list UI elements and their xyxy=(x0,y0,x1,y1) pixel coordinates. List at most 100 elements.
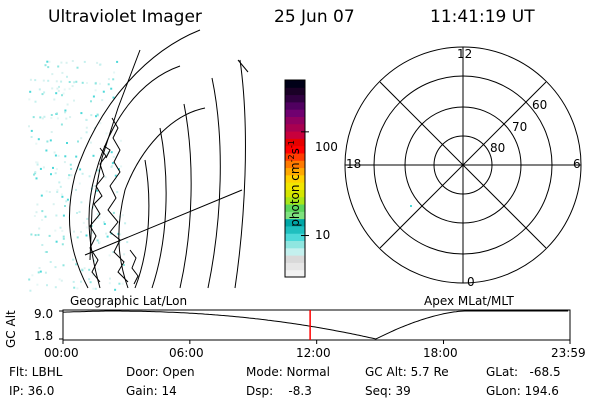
imager-pixel xyxy=(82,221,85,224)
colorbar-band xyxy=(285,262,305,271)
imager-pixel xyxy=(107,78,110,81)
colorbar-band xyxy=(285,138,305,147)
imager-pixel xyxy=(64,111,67,114)
mlat-label-80: 80 xyxy=(490,141,506,155)
imager-pixel xyxy=(79,168,82,171)
imager-pixel xyxy=(34,172,37,175)
colorbar-band xyxy=(285,247,305,256)
imager-pixel xyxy=(39,116,42,119)
altitude-curve xyxy=(63,310,569,340)
time-tick-1800: 18:00 xyxy=(423,346,458,360)
imager-pixel xyxy=(42,79,45,82)
imager-pixel xyxy=(56,189,59,192)
colorbar-band xyxy=(285,269,305,278)
imager-pixel xyxy=(44,271,47,274)
imager-pixel xyxy=(126,241,129,244)
ip-info: IP: 36.0 xyxy=(9,384,55,398)
imager-pixel xyxy=(62,264,65,267)
apex-caption: Apex MLat/MLT xyxy=(424,294,514,308)
imager-pixel xyxy=(41,210,44,213)
imager-pixel xyxy=(96,113,99,116)
imager-pixel xyxy=(36,283,39,286)
colorbar-band xyxy=(285,204,305,212)
imager-pixel xyxy=(48,191,51,193)
imager-pixel xyxy=(38,267,41,269)
imager-pixel xyxy=(65,61,68,64)
imager-pixel xyxy=(81,172,84,175)
imager-pixel xyxy=(106,235,109,238)
imager-pixel xyxy=(50,173,52,176)
colorbar-band xyxy=(285,218,305,227)
observation-date: 25 Jun 07 xyxy=(274,7,355,27)
imager-pixel xyxy=(97,169,100,172)
imager-pixel xyxy=(42,166,45,169)
imager-pixel xyxy=(36,203,39,206)
imager-pixel xyxy=(80,280,82,283)
imager-pixel xyxy=(60,279,63,282)
door-info: Door: Open xyxy=(126,365,195,379)
imager-pixel xyxy=(80,112,83,115)
imager-pixel xyxy=(118,282,121,285)
imager-pixel xyxy=(85,126,88,129)
imager-pixel xyxy=(76,287,79,290)
imager-pixel xyxy=(30,233,33,236)
imager-pixel xyxy=(34,79,37,82)
imager-pixel xyxy=(58,85,60,88)
imager-pixel xyxy=(57,89,60,92)
imager-pixel xyxy=(29,90,32,93)
imager-pixel xyxy=(58,181,61,184)
imager-pixel xyxy=(80,201,83,204)
imager-pixel xyxy=(62,214,65,217)
imager-pixel xyxy=(85,226,88,229)
imager-pixel xyxy=(68,87,71,90)
imager-pixel xyxy=(54,172,57,175)
imager-pixel xyxy=(108,282,111,285)
imager-pixel xyxy=(59,226,62,229)
imager-pixel xyxy=(92,154,95,157)
instrument-title: Ultraviolet Imager xyxy=(48,7,202,27)
geographic-grid xyxy=(68,29,249,289)
imager-pixel xyxy=(65,117,68,120)
imager-pixel xyxy=(55,214,58,217)
imager-pixel xyxy=(61,94,63,97)
imager-pixel xyxy=(110,151,113,154)
mlat-label-60: 60 xyxy=(532,98,548,112)
imager-pixel xyxy=(37,138,40,141)
colorbar-band xyxy=(285,225,305,234)
time-tick-1200: 12:00 xyxy=(296,346,331,360)
imager-pixel xyxy=(90,100,92,103)
imager-pixel xyxy=(108,254,111,257)
imager-pixel xyxy=(41,244,44,246)
colorbar-band xyxy=(285,167,305,176)
imager-pixel xyxy=(93,185,96,187)
imager-pixel xyxy=(47,79,50,82)
imager-pixel xyxy=(40,194,43,197)
imager-pixel xyxy=(59,185,62,188)
imager-pixel xyxy=(62,235,65,238)
imager-pixel xyxy=(86,82,88,84)
imager-pixel xyxy=(83,60,86,63)
imager-pixel xyxy=(53,151,56,154)
mlt-label-6: 6 xyxy=(573,157,581,171)
imager-pixel xyxy=(121,282,124,285)
imager-pixel xyxy=(63,88,66,91)
imager-pixel xyxy=(45,149,48,152)
imager-pixel xyxy=(30,136,33,138)
imager-pixel xyxy=(57,65,60,68)
altitude-ticks xyxy=(59,310,571,344)
imager-pixel xyxy=(77,140,79,143)
imager-pixel xyxy=(112,155,115,158)
imager-pixel xyxy=(55,240,58,243)
imager-pixel xyxy=(112,78,115,81)
imager-pixel xyxy=(66,103,69,106)
imager-pixel xyxy=(90,114,93,117)
imager-pixel xyxy=(54,266,57,269)
imager-pixel xyxy=(80,137,83,140)
imager-pixel xyxy=(99,122,102,125)
imager-pixel xyxy=(46,140,49,143)
colorbar-band xyxy=(285,255,305,263)
imager-pixel xyxy=(61,243,64,246)
imager-pixel xyxy=(44,215,47,218)
mlt-label-18: 18 xyxy=(346,157,362,171)
